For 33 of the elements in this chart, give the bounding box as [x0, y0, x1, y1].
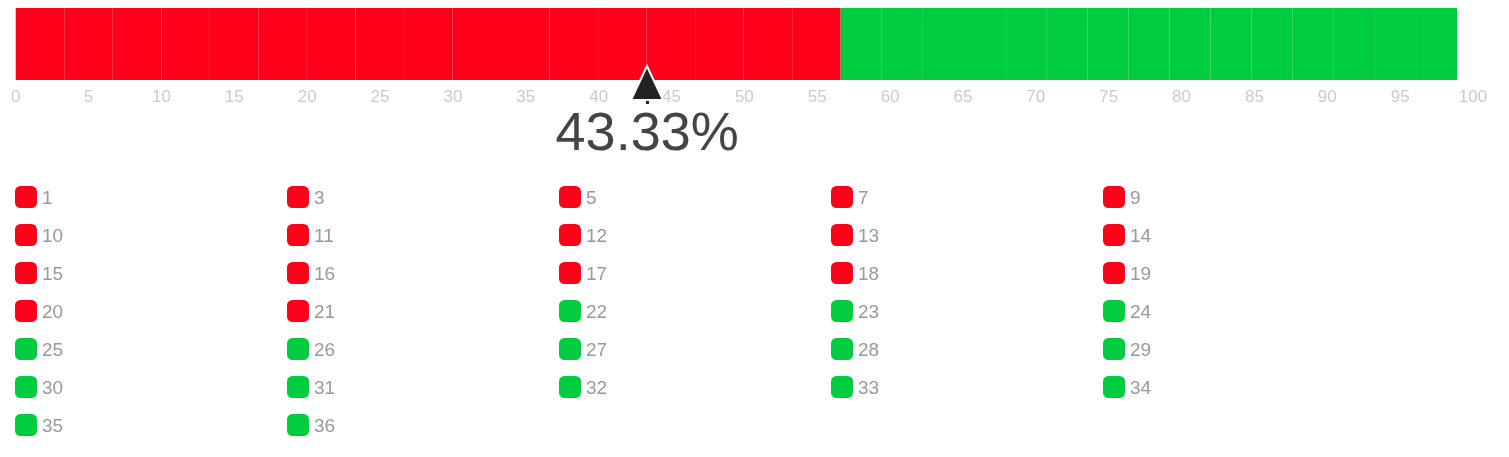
- legend-label: 13: [858, 224, 880, 246]
- legend-label: 31: [314, 376, 336, 398]
- legend-label: 24: [1130, 300, 1152, 322]
- legend-label: 36: [314, 414, 336, 436]
- legend-label: 32: [586, 376, 608, 398]
- ref-line-label: 43.33%: [555, 101, 739, 161]
- legend-label: 35: [42, 414, 64, 436]
- legend-label: 22: [586, 300, 608, 322]
- legend-label: 14: [1130, 224, 1152, 246]
- legend-label: 20: [42, 300, 64, 322]
- legend-label: 34: [1130, 376, 1152, 398]
- legend-label: 33: [858, 376, 880, 398]
- legend-label: 29: [1130, 338, 1152, 360]
- legend-label: 23: [858, 300, 880, 322]
- legend-label: 27: [586, 338, 608, 360]
- legend-label: 18: [858, 262, 880, 284]
- legend-label: 28: [858, 338, 880, 360]
- legend-label: 19: [1130, 262, 1152, 284]
- legend-label: 26: [314, 338, 336, 360]
- legend-label: 21: [314, 300, 336, 322]
- legend-label: 16: [314, 262, 336, 284]
- legend-label: 12: [586, 224, 608, 246]
- legend-label: 30: [42, 376, 64, 398]
- legend-label: 10: [42, 224, 64, 246]
- legend-label: 1: [42, 186, 53, 208]
- legend-label: 15: [42, 262, 64, 284]
- legend-label: 25: [42, 338, 64, 360]
- legend-label: 9: [1130, 186, 1141, 208]
- legend-label: 3: [314, 186, 325, 208]
- legend-label: 7: [858, 186, 869, 208]
- legend-label: 11: [314, 224, 334, 246]
- legend-label: 17: [586, 262, 608, 284]
- legend-label: 5: [586, 186, 597, 208]
